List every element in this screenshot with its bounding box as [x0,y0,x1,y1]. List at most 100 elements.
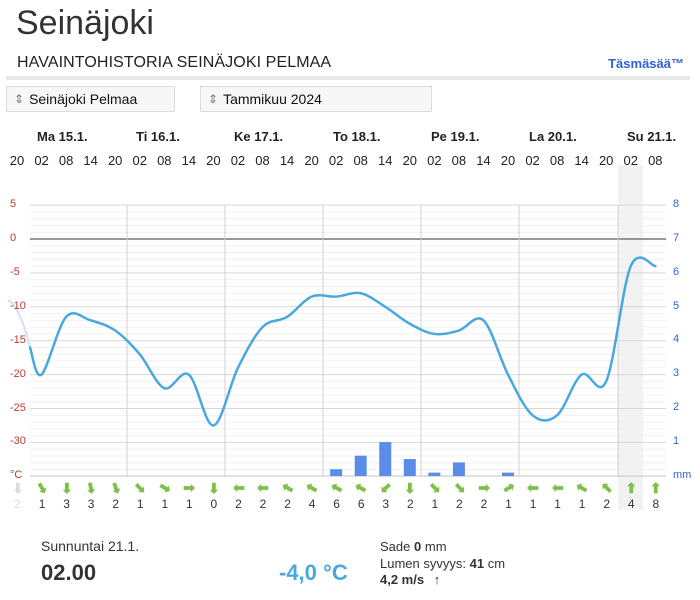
wind-direction-icon: ⬆ [302,478,322,498]
hour-label: 14 [476,153,491,168]
sort-arrows-icon: ⇕ [14,92,25,106]
wind-speed: 2 [480,497,488,511]
precipitation-tick: 1 [673,435,680,448]
wind-speed: 8 [652,497,660,511]
wind-direction-icon: ⬆ [154,478,175,498]
hour-label: 02 [427,153,442,168]
wind-speed: 3 [63,497,70,511]
wind-direction-icon: ⬆ [351,478,372,498]
hour-label: 20 [107,153,123,168]
hour-label: 20 [402,153,418,168]
day-label: La 20.1. [529,129,577,144]
month-select[interactable]: ⇕ Tammikuu 2024 [200,86,432,112]
hour-label: 08 [255,153,270,168]
hour-label: 08 [549,153,565,168]
wind-direction-icon: ⬆ [11,480,24,496]
precipitation-tick: 3 [673,367,680,380]
wind-direction-arrow-icon: ↑ [433,572,441,587]
wind-speed: 3 [382,497,390,511]
hour-label: 08 [157,153,172,168]
sort-arrows-icon: ⇕ [208,92,219,106]
wind-direction-icon: ⬆ [572,478,592,498]
day-label: Su 21.1. [627,129,677,144]
hour-label: 20 [500,153,516,168]
wind-speed: 1 [38,497,46,511]
precipitation-tick: 4 [673,333,680,346]
wind-direction-icon: ⬆ [181,482,198,494]
wind-speed: 1 [505,497,512,511]
wind-direction-icon: ⬆ [230,482,247,494]
observation-snow-depth: Lumen syvyys: 41 cm [380,556,506,571]
hour-label: 02 [623,153,638,168]
wind-speed: 1 [186,497,193,511]
wind-speed: 0 [210,497,218,511]
station-select-value: Seinäjoki Pelmaa [29,91,138,107]
hour-label: 20 [9,153,25,168]
precipitation-tick: 6 [673,265,680,278]
day-label: Ke 17.1. [234,129,284,144]
page-title: Seinäjoki [16,4,154,42]
wind-direction-icon: ⬆ [449,478,470,498]
wind-speed: 4 [627,497,635,511]
wind-speed: 6 [357,497,365,511]
precipitation-tick: 5 [673,299,680,312]
wind-direction-icon: ⬆ [130,478,151,498]
temperature-tick: 0 [10,232,17,244]
temperature-tick: -25 [10,401,26,414]
month-select-value: Tammikuu 2024 [223,91,322,107]
wind-direction-icon: ⬆ [83,479,99,497]
observation-time: 02.00 [41,560,97,585]
hour-label: 14 [378,153,393,168]
wind-direction-icon: ⬆ [375,478,396,498]
hour-label: 20 [598,153,614,168]
wind-speed: 2 [235,497,242,511]
wind-speed: 1 [554,497,561,511]
hour-label: 08 [58,153,74,168]
day-label: Ti 16.1. [136,129,180,144]
wind-direction-icon: ⬆ [596,478,617,498]
hour-label: 02 [328,153,344,168]
wind-speed: 1 [529,497,537,511]
wind-speed: 3 [87,497,95,511]
wind-speed: 2 [14,497,21,511]
wind-direction-icon: ⬆ [60,480,73,496]
wind-speed: 1 [136,497,144,511]
tasmasaa-link[interactable]: Täsmäsää™ [608,56,684,71]
hour-label: 14 [181,153,197,168]
wind-speed: 2 [603,497,611,511]
wind-speed: 1 [161,497,169,511]
temperature-tick: -20 [10,367,26,380]
hour-label: 20 [304,153,319,168]
wind-direction-icon: ⬆ [625,480,638,496]
hour-label: 08 [648,153,663,168]
hour-label: 08 [451,153,467,168]
day-label: To 18.1. [333,129,381,144]
day-label: Ma 15.1. [37,129,88,144]
wind-direction-icon: ⬆ [525,482,542,494]
temperature-tick: -15 [10,333,26,346]
wind-direction-icon: ⬆ [107,478,124,498]
wind-speed: 1 [578,497,586,511]
hour-label: 02 [230,153,246,168]
wind-direction-icon: ⬆ [326,478,347,498]
wind-speed: 1 [431,497,439,511]
header-divider [6,76,690,80]
wind-direction-icon: ⬆ [277,478,298,498]
hour-label: 02 [132,153,147,168]
day-label: Pe 19.1. [431,129,480,144]
station-select[interactable]: ⇕ Seinäjoki Pelmaa [6,86,175,112]
precipitation-tick: 7 [673,231,680,244]
wind-direction-icon: ⬆ [549,482,566,494]
hour-label: 14 [279,153,295,168]
temperature-tick: -30 [10,435,26,448]
wind-direction-icon: ⬆ [425,478,445,498]
precipitation-unit: mm [673,469,692,481]
temperature-tick: -5 [10,265,20,278]
wind-direction-icon: ⬆ [498,478,519,498]
wind-direction-icon: ⬆ [32,478,52,498]
hour-label: 02 [525,153,540,168]
temperature-tick: 5 [10,198,17,211]
wind-speed: 4 [308,497,316,511]
hour-label: 02 [34,153,49,168]
